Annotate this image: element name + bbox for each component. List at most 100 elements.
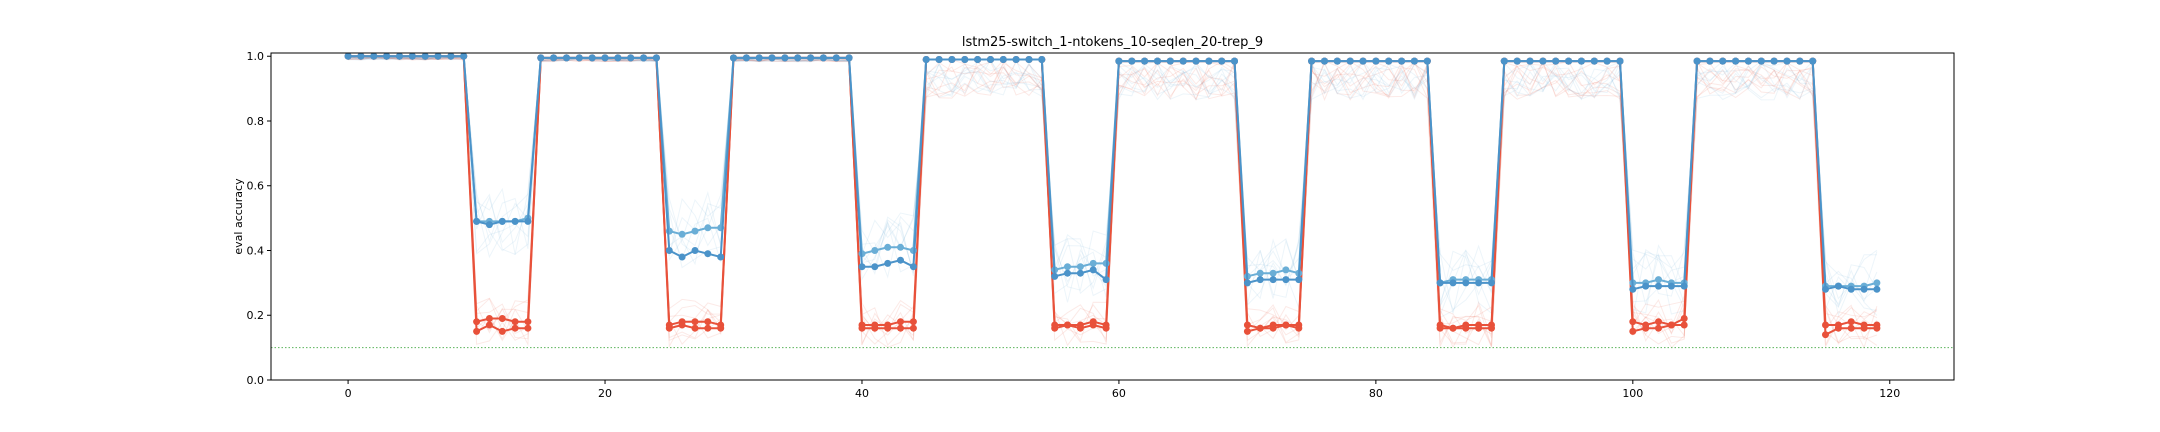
data-point xyxy=(601,54,609,62)
data-point xyxy=(498,217,506,225)
data-point xyxy=(1243,279,1251,287)
data-point xyxy=(1860,324,1868,332)
data-point xyxy=(1282,276,1290,284)
data-point xyxy=(1539,57,1547,65)
data-point xyxy=(1076,263,1084,271)
data-point xyxy=(1757,57,1765,65)
data-point xyxy=(1577,57,1585,65)
data-point xyxy=(704,250,712,258)
data-point xyxy=(1269,269,1277,277)
data-point xyxy=(1822,331,1829,339)
data-point xyxy=(1552,57,1560,65)
data-point xyxy=(909,263,917,271)
data-point xyxy=(1064,269,1071,277)
data-point xyxy=(1089,266,1097,274)
data-point xyxy=(678,230,686,238)
data-point xyxy=(485,321,493,329)
data-point xyxy=(1500,57,1508,65)
data-point xyxy=(897,243,904,251)
data-point xyxy=(730,54,737,62)
data-point xyxy=(1128,57,1136,65)
data-point xyxy=(832,54,840,62)
data-point xyxy=(370,52,378,60)
data-point xyxy=(1076,269,1084,277)
data-point xyxy=(1166,57,1174,65)
data-point xyxy=(884,243,892,251)
data-point xyxy=(807,54,815,62)
data-point xyxy=(460,52,468,60)
data-point xyxy=(1744,57,1752,65)
data-point xyxy=(447,52,455,60)
data-point xyxy=(717,324,725,332)
data-point xyxy=(845,54,853,62)
data-point xyxy=(1603,57,1611,65)
data-point xyxy=(871,324,879,332)
data-point xyxy=(511,318,519,326)
data-point xyxy=(1256,269,1264,277)
data-point xyxy=(1642,282,1650,290)
data-point xyxy=(1295,324,1303,332)
data-point xyxy=(871,247,879,254)
data-point xyxy=(1372,57,1380,65)
data-point xyxy=(781,54,789,62)
data-point xyxy=(987,56,994,63)
data-point xyxy=(498,327,506,335)
x-tick-label: 20 xyxy=(598,387,612,400)
data-point xyxy=(1732,57,1740,65)
data-point xyxy=(485,315,493,322)
data-point xyxy=(1834,282,1842,290)
data-point xyxy=(1385,57,1393,65)
data-point xyxy=(614,54,622,62)
data-point xyxy=(550,54,558,62)
data-point xyxy=(704,224,712,232)
data-point xyxy=(1873,279,1881,287)
data-point xyxy=(485,221,493,229)
data-point xyxy=(1025,56,1033,63)
series-blue-b xyxy=(344,52,1881,293)
data-point xyxy=(1051,324,1059,332)
data-point xyxy=(511,324,519,332)
data-point xyxy=(344,52,352,60)
data-point xyxy=(897,256,904,264)
data-point xyxy=(1295,276,1303,284)
data-point xyxy=(1667,321,1675,329)
data-point xyxy=(524,324,532,332)
data-point xyxy=(1719,57,1727,65)
data-point xyxy=(1102,276,1110,284)
data-point xyxy=(1436,279,1444,287)
data-point xyxy=(897,324,904,332)
data-point xyxy=(1565,57,1573,65)
data-point xyxy=(640,54,648,62)
data-point xyxy=(421,52,429,60)
y-tick-label: 0.4 xyxy=(247,244,265,257)
data-point xyxy=(1205,57,1213,65)
chart-title: lstm25-switch_1-ntokens_10-seqlen_20-tre… xyxy=(962,35,1263,50)
data-point xyxy=(1873,285,1881,293)
data-point xyxy=(1308,57,1316,65)
data-point xyxy=(1655,282,1662,290)
data-point xyxy=(1141,57,1149,65)
data-point xyxy=(1398,57,1406,65)
data-point xyxy=(1333,57,1341,65)
data-point xyxy=(1282,321,1290,329)
data-point xyxy=(537,54,545,62)
data-point xyxy=(858,263,866,271)
data-point xyxy=(1218,57,1226,65)
data-point xyxy=(473,327,481,335)
data-point xyxy=(665,247,673,254)
data-point xyxy=(742,54,750,62)
data-point xyxy=(1179,57,1187,65)
data-point xyxy=(396,52,403,60)
data-point xyxy=(691,318,699,326)
x-tick-label: 100 xyxy=(1622,387,1643,400)
data-point xyxy=(652,54,660,62)
x-tick-label: 60 xyxy=(1112,387,1126,400)
data-point xyxy=(1346,57,1354,65)
data-point xyxy=(1847,324,1855,332)
data-point xyxy=(1076,324,1084,332)
data-point xyxy=(1038,56,1046,63)
data-point xyxy=(935,56,943,63)
data-point xyxy=(755,54,763,62)
data-point xyxy=(1089,321,1097,329)
